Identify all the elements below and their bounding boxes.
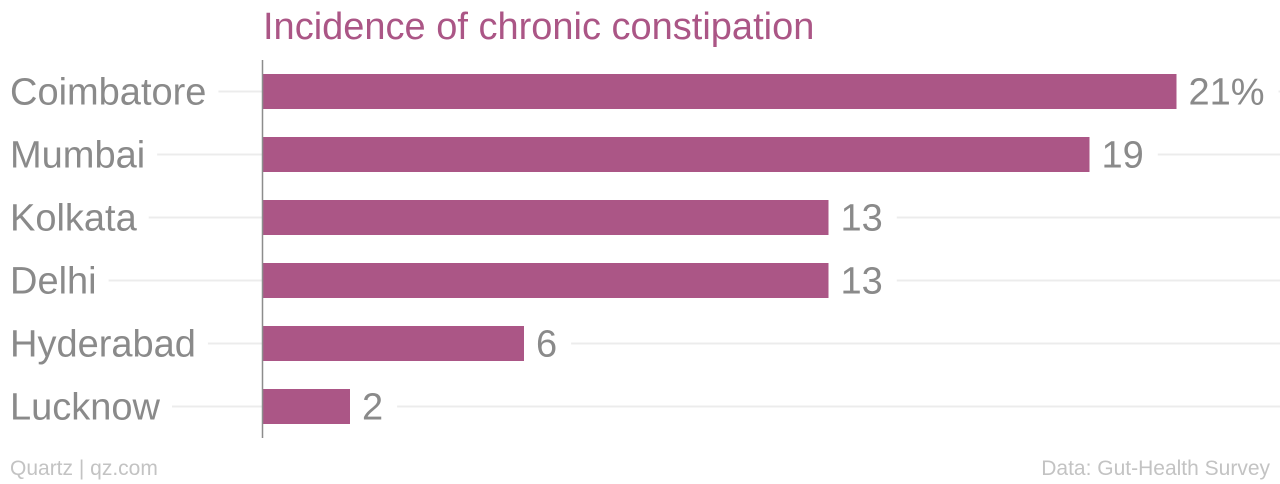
value-label: 19 — [1102, 135, 1144, 177]
category-label: Hyderabad — [10, 324, 196, 366]
footer-credit: Quartz | qz.com — [10, 457, 158, 480]
bar-hyderabad — [263, 326, 524, 361]
category-label: Coimbatore — [10, 72, 206, 114]
category-label: Lucknow — [10, 387, 161, 429]
category-label: Kolkata — [10, 198, 138, 240]
category-label: Delhi — [10, 261, 97, 303]
chart-title: Incidence of chronic constipation — [263, 6, 815, 48]
bar-coimbatore — [263, 74, 1177, 109]
category-label: Mumbai — [10, 135, 145, 177]
footer-source: Data: Gut-Health Survey — [1041, 457, 1270, 480]
value-label: 2 — [362, 387, 383, 429]
bar-lucknow — [263, 389, 350, 424]
value-label: 13 — [841, 198, 883, 240]
bar-delhi — [263, 263, 829, 298]
value-label: 6 — [536, 324, 557, 366]
value-label: 21% — [1189, 72, 1265, 114]
bar-mumbai — [263, 137, 1090, 172]
bar-kolkata — [263, 200, 829, 235]
value-label: 13 — [841, 261, 883, 303]
